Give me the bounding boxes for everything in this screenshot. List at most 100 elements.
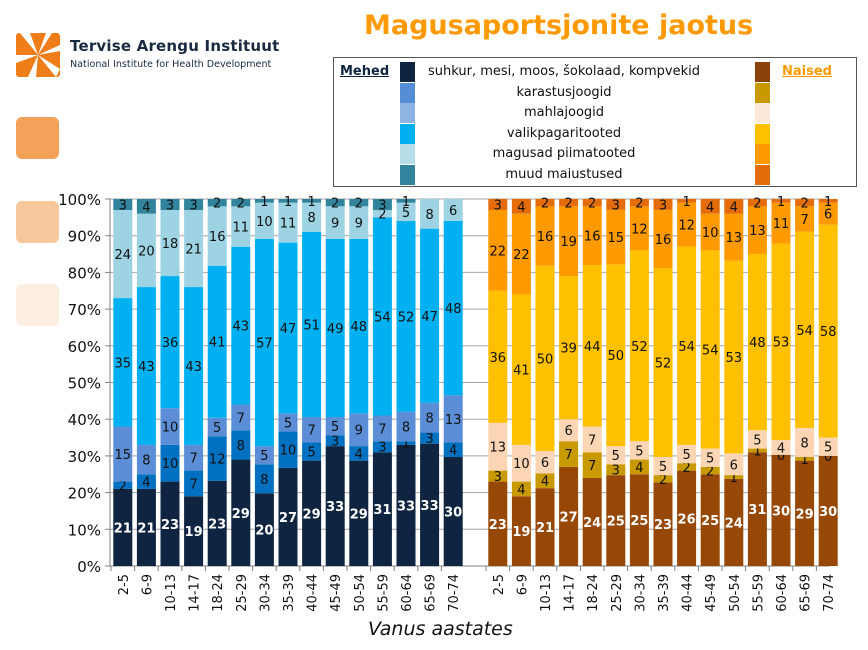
bar-segment: [113, 481, 133, 489]
bar-segment: [396, 221, 416, 412]
x-tick-label: 60-64: [400, 574, 415, 612]
data-label: 5: [260, 449, 268, 464]
data-label: 58: [820, 325, 837, 340]
data-label: 3: [612, 198, 620, 213]
bar-segment: [254, 446, 274, 465]
data-label: 20: [138, 244, 155, 259]
data-label: 5: [706, 452, 714, 467]
data-label: 30: [444, 505, 462, 520]
bar-segment: [582, 452, 602, 478]
data-label: 50: [537, 352, 554, 367]
bar-segment: [677, 202, 697, 247]
bar-segment: [254, 202, 274, 239]
bar-segment: [420, 402, 440, 433]
bar-segment: [653, 268, 673, 457]
data-label: 15: [115, 448, 132, 463]
data-label: 43: [185, 360, 202, 375]
bar-segment: [136, 488, 156, 566]
data-label: 26: [678, 512, 696, 527]
data-label: 5: [753, 433, 761, 448]
bar-segment: [325, 446, 345, 566]
bar-segment: [771, 243, 791, 440]
data-label: 29: [796, 507, 814, 522]
data-label: 52: [398, 310, 415, 325]
bar-segment: [724, 213, 744, 261]
bar-segment: [184, 199, 204, 211]
data-label: 2: [119, 479, 127, 494]
data-label: 33: [421, 499, 439, 514]
bar-segment: [629, 199, 649, 207]
bar-segment: [700, 199, 720, 214]
data-label: 10: [162, 421, 179, 436]
bar-segment: [653, 209, 673, 269]
y-tick-label: 60%: [68, 338, 101, 356]
bar-segment: [443, 456, 463, 566]
data-label: 11: [280, 217, 297, 232]
data-label: 7: [237, 411, 245, 426]
bar-segment: [349, 460, 369, 566]
bar-segment: [724, 199, 744, 214]
data-label: 3: [378, 441, 386, 456]
data-label: 2: [706, 465, 714, 480]
bar-segment: [747, 254, 767, 431]
data-label: 31: [373, 503, 391, 518]
x-tick-label: 35-39: [657, 574, 672, 612]
x-tick-label: 10-13: [539, 574, 554, 612]
data-label: 4: [706, 200, 714, 215]
x-tick-label: 40-44: [681, 574, 696, 612]
data-label: 21: [114, 521, 132, 536]
bar-segment: [184, 444, 204, 471]
bar-segment: [747, 448, 767, 453]
data-label: 5: [659, 460, 667, 475]
bar-segment: [184, 496, 204, 566]
legend-swatch-women: [755, 123, 770, 144]
x-tick-label: 40-44: [306, 574, 321, 612]
bar-segment: [207, 265, 227, 418]
data-label: 29: [350, 507, 368, 522]
bar-segment: [396, 441, 416, 445]
bar-segment: [559, 441, 579, 467]
data-label: 27: [279, 511, 297, 526]
bar-segment: [207, 206, 227, 266]
bar-segment: [396, 199, 416, 203]
data-label: 2: [541, 197, 549, 212]
bar-segment: [535, 265, 555, 452]
data-label: 21: [536, 521, 554, 536]
bar-segment: [511, 481, 531, 497]
bar-segment: [511, 213, 531, 295]
decor-square-3: [16, 284, 59, 326]
data-label: 3: [425, 432, 433, 447]
bar-segment: [136, 474, 156, 489]
legend-swatch-men: [400, 82, 415, 103]
data-label: 13: [490, 441, 507, 456]
bar-segment: [724, 478, 744, 566]
bar-segment: [113, 210, 133, 299]
data-label: 12: [678, 219, 695, 234]
bar-segment: [372, 199, 392, 211]
data-label: 24: [725, 516, 743, 531]
y-tick-label: 80%: [68, 264, 101, 282]
legend-swatch-men: [400, 123, 415, 144]
bar-segment: [396, 444, 416, 566]
bar-segment: [559, 276, 579, 420]
bar-segment: [818, 199, 838, 203]
x-tick-label: 10-13: [164, 574, 179, 612]
data-label: 4: [449, 444, 457, 459]
data-label: 10: [280, 444, 297, 459]
bar-segment: [582, 426, 602, 453]
bar-segment: [207, 199, 227, 207]
bar-segment: [700, 250, 720, 449]
data-label: 2: [659, 473, 667, 488]
x-tick-label: 6-9: [515, 574, 530, 595]
data-label: 6: [564, 424, 572, 439]
data-label: 10: [162, 457, 179, 472]
data-label: 4: [517, 483, 525, 498]
data-label: 53: [726, 351, 743, 366]
data-label: 8: [425, 412, 433, 427]
bar-segment: [582, 477, 602, 566]
y-tick-label: 90%: [68, 228, 101, 246]
bar-segment: [747, 199, 767, 207]
data-label: 7: [189, 452, 197, 467]
data-label: 3: [119, 199, 127, 214]
bar-segment: [653, 482, 673, 566]
